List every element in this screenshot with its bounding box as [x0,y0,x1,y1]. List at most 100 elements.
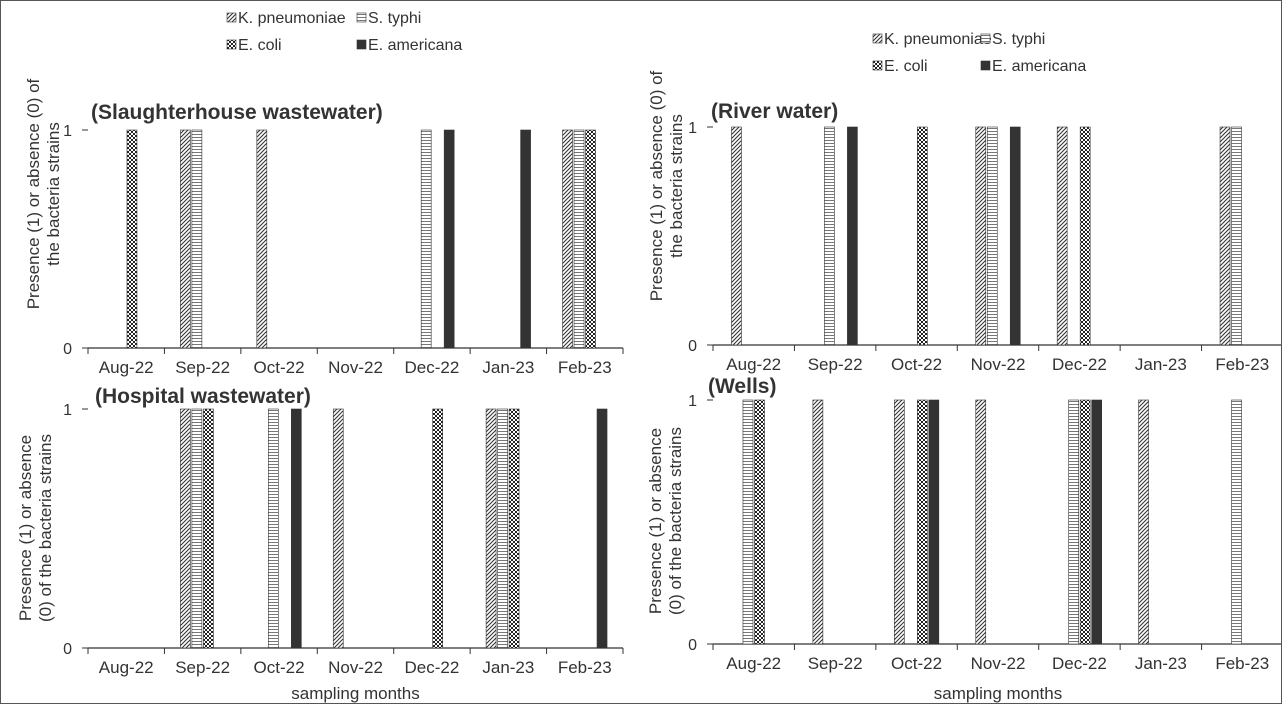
y-axis-label-line1: Presence (1) or absence [646,428,665,614]
bar-s-typhi-sep-22 [824,126,835,346]
bar-k-pneumoniae-dec-22 [1056,126,1068,346]
bar-k-pneumoniae-oct-22 [256,129,268,349]
x-tick-label-dec-22: Dec-22 [1052,355,1107,374]
legend-label-e-americana: E. americana [368,37,462,54]
bar-k-pneumoniae-nov-22 [332,408,344,649]
y-tick-label-0: 0 [688,338,697,355]
x-tick-label-jan-23: Jan-23 [1135,355,1187,374]
bar-e-coli-dec-22 [1079,126,1091,346]
panel-top-right: (River water) Presence (1) or absence (0)… [647,70,1282,374]
y-axis-label-line2: (0) of the bacteria strains [36,434,55,622]
bar-k-pneumoniae-oct-22 [894,399,905,645]
bar-e-americana-dec-22 [1091,399,1102,645]
x-tick-label-feb-23: Feb-23 [1215,355,1269,374]
legend-label-e-coli: E. coli [884,58,928,75]
bar-k-pneumoniae-nov-22 [975,126,987,346]
y-tick-label-0: 0 [688,637,697,654]
x-tick-label-jan-23: Jan-23 [1135,654,1187,673]
x-tick-label-sep-22: Sep-22 [808,654,863,673]
legend-swatch-e-coli [226,39,237,50]
chart-title: (River water) [711,100,838,123]
legend-label-s-typhi: S. typhi [368,10,421,27]
y-tick-label-0: 0 [63,341,72,358]
bar-e-americana-oct-22 [291,408,302,649]
legend-label-e-americana: E. americana [992,58,1086,75]
x-tick-label-jan-23: Jan-23 [482,658,534,677]
bar-s-typhi-aug-22 [742,399,754,645]
legend-label-e-coli: E. coli [238,37,282,54]
legend-left: K. pneumoniae S. typhi E. coli E. americana [226,10,462,54]
bar-e-coli-oct-22 [917,399,928,645]
bar-k-pneumoniae-sep-22 [812,399,824,645]
legend-label-s-typhi: S. typhi [992,31,1045,48]
x-tick-label-aug-22: Aug-22 [99,658,154,677]
legend-swatch-k-pneumoniae [872,33,883,44]
x-tick-label-sep-22: Sep-22 [175,658,230,677]
bar-k-pneumoniae-jan-23 [485,408,497,649]
y-tick-label-0: 0 [63,641,72,658]
x-tick-label-feb-23: Feb-23 [558,658,612,677]
panel-bottom-right: (Wells) Presence (1) or absence (0) of the… [646,375,1282,703]
bar-k-pneumoniae-aug-22 [731,126,742,346]
bar-s-typhi-oct-22 [268,408,279,649]
bar-k-pneumoniae-jan-23 [1138,399,1149,645]
x-tick-label-feb-23: Feb-23 [558,358,612,377]
bar-e-americana-jan-23 [520,129,531,349]
legend-label-k-pneumoniae: K. pneumoniae [884,31,992,48]
bar-e-americana-dec-22 [443,129,455,349]
x-tick-label-feb-23: Feb-23 [1215,654,1269,673]
bar-e-coli-aug-22 [126,129,138,349]
y-axis-label-line1: Presence (1) or absence [16,435,35,621]
bar-k-pneumoniae-feb-23 [562,129,573,349]
bar-e-coli-feb-23 [585,129,596,349]
y-axis-label-line1: Presence (1) or absence (0) of [24,78,43,309]
chart-title: (Hospital wastewater) [95,385,311,408]
x-tick-label-dec-22: Dec-22 [405,658,460,677]
x-tick-label-aug-22: Aug-22 [726,355,781,374]
x-axis-label: sampling months [291,684,420,703]
legend-label-k-pneumoniae: K. pneumoniae [238,10,346,27]
legend-swatch-s-typhi [356,12,367,23]
bar-s-typhi-jan-23 [497,408,508,649]
bar-e-coli-aug-22 [754,399,765,645]
y-axis-label: Presence (1) or absence (0) of the bacter… [24,78,63,309]
y-axis-label-line2: the bacteria strains [44,122,63,266]
x-tick-label-aug-22: Aug-22 [726,654,781,673]
x-tick-label-oct-22: Oct-22 [891,355,942,374]
bar-e-coli-sep-22 [203,408,214,649]
legend-swatch-e-americana [980,60,991,71]
panel-top-left: (Slaughterhouse wastewater) Presence (1) … [24,78,624,377]
y-axis-label: Presence (1) or absence (0) of the bacter… [646,427,685,615]
x-tick-label-dec-22: Dec-22 [1052,654,1107,673]
bar-e-americana-nov-22 [1009,126,1021,346]
legend-right: K. pneumoniae S. typhi E. coli E. americana [872,31,1086,75]
bar-e-coli-dec-22 [432,408,443,649]
x-tick-label-nov-22: Nov-22 [971,355,1026,374]
legend-swatch-e-coli [872,60,883,71]
y-axis-label: Presence (1) or absence (0) of the bacter… [16,434,55,622]
bar-e-coli-dec-22 [1079,399,1091,645]
x-tick-label-nov-22: Nov-22 [971,654,1026,673]
bar-s-typhi-dec-22 [420,129,432,349]
y-tick-label-1: 1 [688,393,697,410]
bar-k-pneumoniae-sep-22 [180,408,191,649]
bar-s-typhi-dec-22 [1068,399,1079,645]
bar-e-coli-oct-22 [917,126,928,346]
legend-swatch-e-americana [356,39,367,50]
y-axis-label-line2: (0) of the bacteria strains [666,427,685,615]
legend-swatch-k-pneumoniae [226,12,237,23]
bar-s-typhi-feb-23 [573,129,585,349]
y-tick-label-1: 1 [688,120,697,137]
bar-k-pneumoniae-sep-22 [180,129,191,349]
y-axis-label-line2: the bacteria strains [667,114,686,258]
panel-bottom-left: (Hospital wastewater) Presence (1) or abs… [16,385,624,703]
bar-s-typhi-feb-23 [1231,399,1242,645]
y-tick-label-1: 1 [63,123,72,140]
bar-k-pneumoniae-feb-23 [1219,126,1231,346]
bar-s-typhi-sep-22 [191,129,203,349]
legend-swatch-s-typhi [980,33,991,44]
bar-e-americana-feb-23 [596,408,608,649]
x-axis-label: sampling months [934,684,1063,703]
